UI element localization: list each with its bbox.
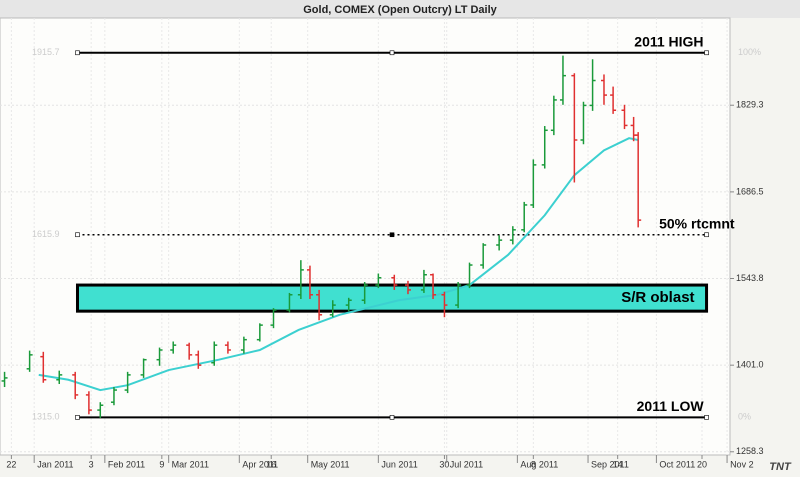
x-tick-label: Jan 2011 xyxy=(37,459,73,469)
x-tick-label: 16 xyxy=(266,459,276,469)
sr-band xyxy=(75,283,709,313)
x-tick-label: 14 xyxy=(613,459,623,469)
plot-area xyxy=(0,17,731,456)
x-tick-label: Oct 2011 xyxy=(659,459,695,469)
y-tick-label: 1686.5 xyxy=(736,186,764,196)
level-percent-label: 100% xyxy=(738,47,761,57)
chart-title: Gold, COMEX (Open Outcry) LT Daily xyxy=(303,4,497,16)
level-value-label: 1615.9 xyxy=(32,229,60,239)
x-tick-label: Sep 2011 xyxy=(591,459,629,469)
x-tick-label: 30 xyxy=(439,459,449,469)
x-tick-label: 3 xyxy=(89,459,94,469)
level-handle xyxy=(704,50,709,56)
x-tick-label: Aug 2011 xyxy=(520,459,558,469)
level-handle xyxy=(75,415,80,420)
x-tick-label: Nov 2 xyxy=(730,459,754,469)
x-tick-label: 20 xyxy=(697,459,707,469)
x-tick-label: 22 xyxy=(6,459,16,469)
level-handle xyxy=(389,415,395,420)
level-value-label: 1315.0 xyxy=(32,412,60,422)
band-label: S/R oblast xyxy=(621,289,694,306)
x-tick-label: Mar 2011 xyxy=(172,459,209,469)
x-tick-label: May 2011 xyxy=(311,459,350,469)
moving-average xyxy=(38,137,639,392)
y-tick-label: 1258.3 xyxy=(736,446,764,456)
x-tick-label: 9 xyxy=(159,459,164,469)
level-handle xyxy=(75,50,80,56)
x-tick-label: Jun 2011 xyxy=(381,459,417,469)
level-handle xyxy=(389,50,395,56)
level-handle xyxy=(75,232,80,238)
level-handle xyxy=(704,232,709,238)
logo: TNT xyxy=(769,461,792,473)
y-tick-label: 1543.8 xyxy=(736,273,764,283)
level-label: 2011 HIGH xyxy=(634,33,703,49)
title-bar xyxy=(0,0,800,18)
y-tick-label: 1829.3 xyxy=(736,100,764,110)
level-handle xyxy=(389,232,395,238)
level-value-label: 1915.7 xyxy=(32,47,60,57)
x-tick-label: Jul 2011 xyxy=(450,459,483,469)
level-percent-label: 0% xyxy=(738,412,751,422)
level-label: 2011 LOW xyxy=(637,398,705,414)
x-tick-label: Apr 2011 xyxy=(242,459,278,469)
y-tick-label: 1401.0 xyxy=(736,360,764,370)
level-label: 50% rtcmnt xyxy=(659,215,735,231)
x-tick-label: Feb 2011 xyxy=(108,459,145,469)
x-tick-label: 8 xyxy=(531,459,536,469)
level-handle xyxy=(704,415,709,420)
